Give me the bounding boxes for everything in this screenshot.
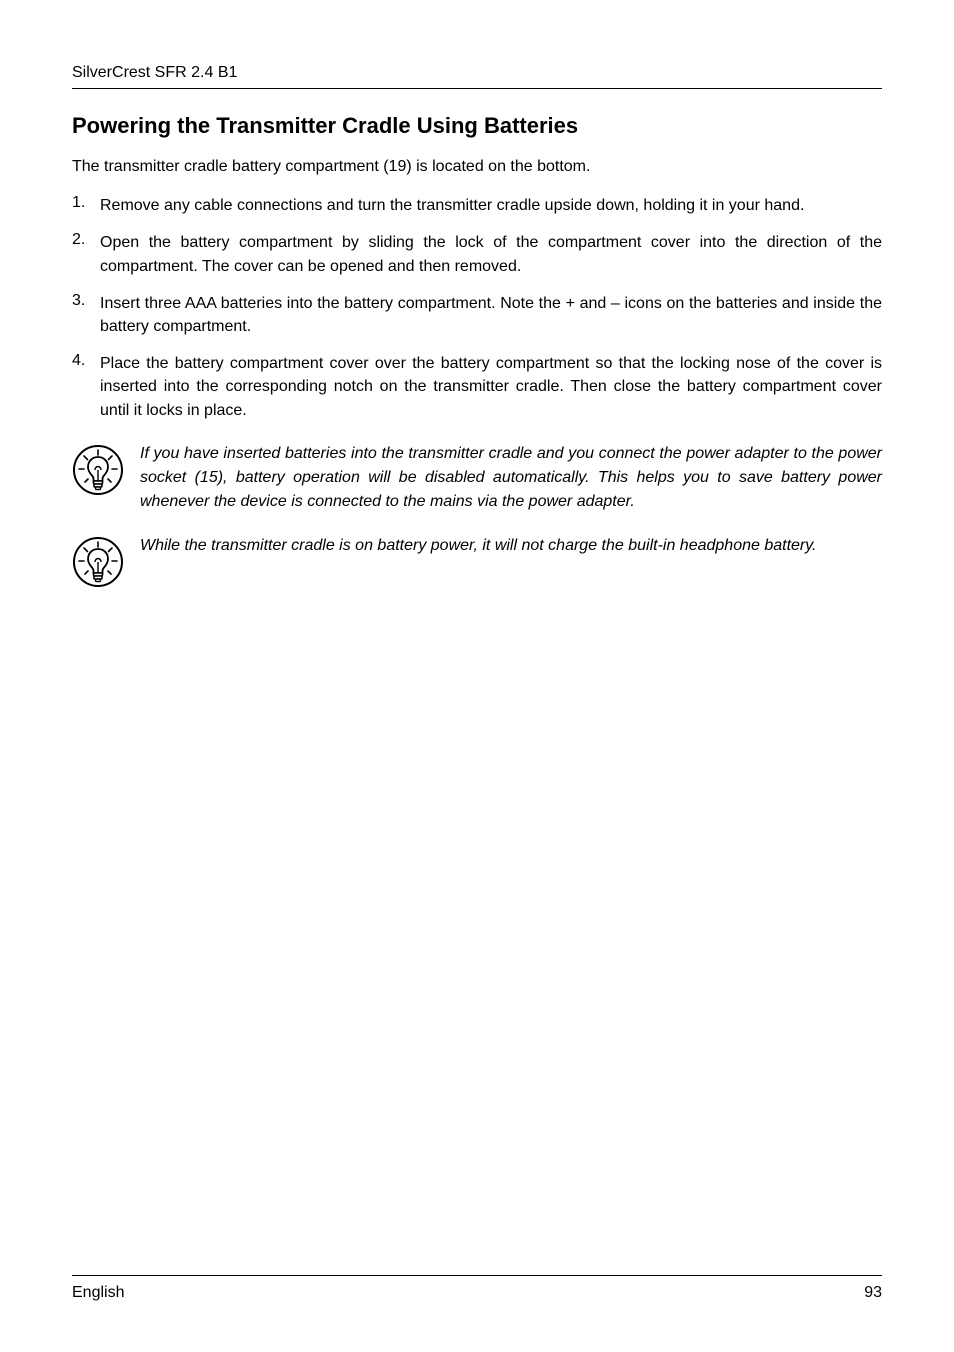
step-number: 4. <box>72 352 100 422</box>
step-text: Open the battery compartment by sliding … <box>100 231 882 277</box>
note-row: While the transmitter cradle is on batte… <box>72 534 882 588</box>
note-row: If you have inserted batteries into the … <box>72 442 882 514</box>
step-item: 2. Open the battery compartment by slidi… <box>72 231 882 277</box>
step-item: 4. Place the battery compartment cover o… <box>72 352 882 422</box>
step-number: 1. <box>72 194 100 217</box>
section-title: Powering the Transmitter Cradle Using Ba… <box>72 113 882 139</box>
step-item: 3. Insert three AAA batteries into the b… <box>72 292 882 338</box>
lightbulb-icon <box>72 442 140 496</box>
step-number: 2. <box>72 231 100 277</box>
step-item: 1. Remove any cable connections and turn… <box>72 194 882 217</box>
steps-list: 1. Remove any cable connections and turn… <box>72 194 882 422</box>
footer-page-number: 93 <box>864 1284 882 1302</box>
page-footer: English 93 <box>72 1275 882 1302</box>
running-header: SilverCrest SFR 2.4 B1 <box>72 64 882 89</box>
step-text: Place the battery compartment cover over… <box>100 352 882 422</box>
step-number: 3. <box>72 292 100 338</box>
intro-paragraph: The transmitter cradle battery compartme… <box>72 155 882 178</box>
step-text: Remove any cable connections and turn th… <box>100 194 882 217</box>
note-text: If you have inserted batteries into the … <box>140 442 882 514</box>
note-text: While the transmitter cradle is on batte… <box>140 534 882 558</box>
lightbulb-icon <box>72 534 140 588</box>
footer-left: English <box>72 1284 124 1302</box>
step-text: Insert three AAA batteries into the batt… <box>100 292 882 338</box>
